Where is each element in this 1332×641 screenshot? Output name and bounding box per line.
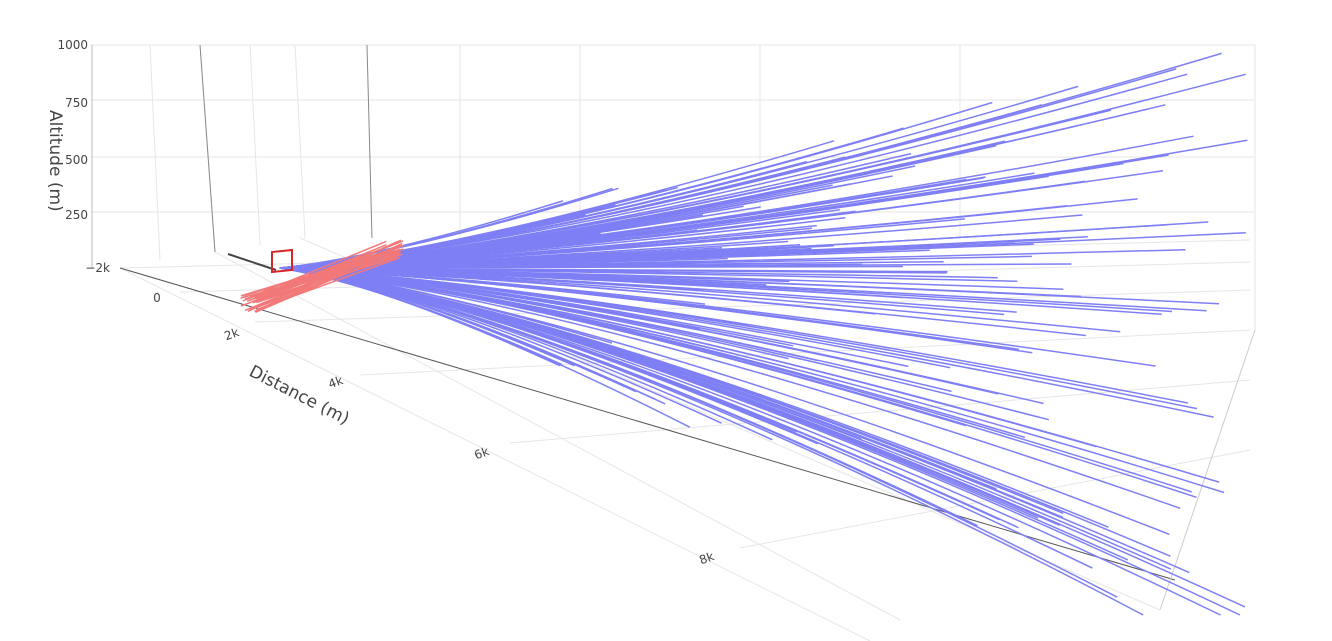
x-tick: 4k [326, 373, 345, 391]
z-tick: −2k [85, 261, 110, 275]
trajectory-line [279, 170, 1164, 269]
x-tick: 0 [153, 291, 161, 305]
trajectory-line [279, 267, 1220, 305]
origin-line [227, 253, 277, 271]
secondary-line [253, 256, 398, 303]
z-tick: 1000 [57, 38, 88, 52]
trajectory-series-red [240, 239, 405, 313]
secondary-line [256, 256, 401, 311]
secondary-line [247, 239, 402, 312]
trajectory-line [279, 267, 1246, 608]
z-tick: 250 [65, 208, 88, 222]
secondary-line [257, 254, 396, 308]
x-tick: 6k [472, 444, 491, 462]
secondary-line [244, 245, 402, 312]
trajectory-line [279, 267, 1241, 616]
z-tick: 750 [65, 96, 88, 110]
trajectory-line [279, 267, 1121, 333]
trajectory-line [279, 267, 1039, 519]
trajectory-series-blue [279, 52, 1248, 616]
z-tick: 500 [65, 153, 88, 167]
x-axis-title: Distance (m) [246, 362, 353, 430]
x-tick: 8k [697, 549, 716, 567]
trajectory-line [279, 267, 1214, 418]
trajectory-line [279, 267, 1129, 561]
secondary-line [248, 255, 391, 302]
target-marker [271, 248, 293, 274]
trajectory-line [279, 267, 1220, 483]
axis-edges [91, 44, 1256, 611]
z-axis-title: Altitude (m) [45, 110, 65, 212]
trajectory-line [279, 267, 967, 427]
x-tick: 2k [222, 325, 241, 343]
z-axis: 1000 750 500 250 −2k Altitude (m) [45, 38, 110, 275]
trajectory-line [279, 267, 1181, 510]
